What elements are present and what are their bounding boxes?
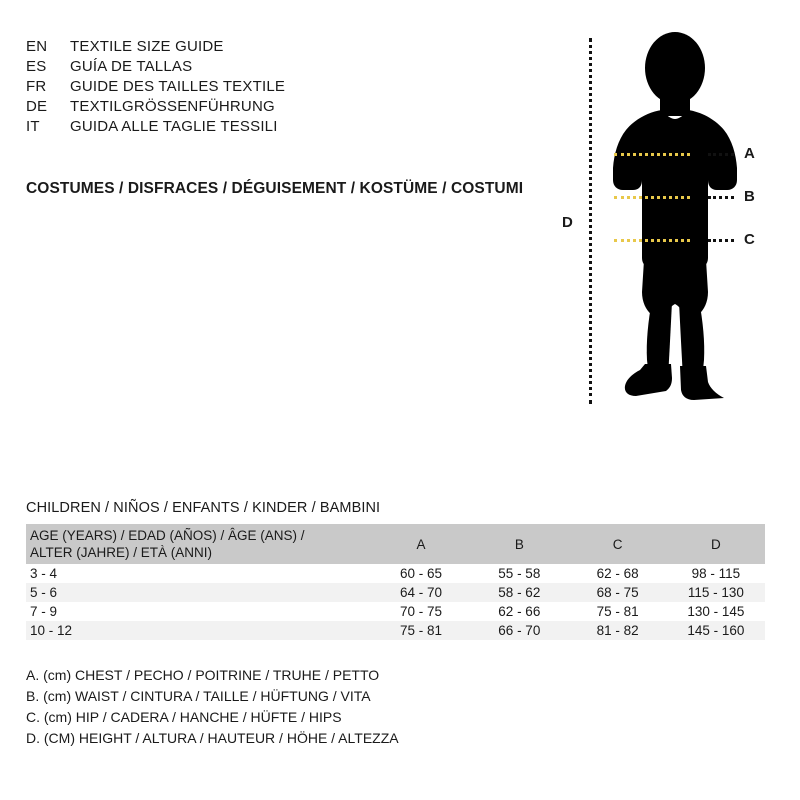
hip-measure-line bbox=[614, 239, 690, 242]
table-row: 7 - 9 70 - 75 62 - 66 75 - 81 130 - 145 bbox=[26, 602, 765, 621]
cell-age: 10 - 12 bbox=[26, 621, 372, 640]
height-dashed-line-icon bbox=[589, 38, 592, 404]
column-header-b: B bbox=[470, 524, 569, 564]
language-row-fr: FR GUIDE DES TAILLES TEXTILE bbox=[26, 78, 546, 98]
cell-c: 81 - 82 bbox=[568, 621, 667, 640]
cell-age: 5 - 6 bbox=[26, 583, 372, 602]
costumes-subtitle: COSTUMES / DISFRACES / DÉGUISEMENT / KOS… bbox=[26, 180, 524, 197]
cell-b: 62 - 66 bbox=[498, 604, 541, 619]
language-text-de: TEXTILGRÖSSENFÜHRUNG bbox=[70, 98, 275, 115]
language-text-en: TEXTILE SIZE GUIDE bbox=[70, 38, 224, 55]
column-header-c: C bbox=[568, 524, 667, 564]
column-header-a: A bbox=[371, 524, 471, 564]
cell-b: 58 - 62 bbox=[470, 583, 569, 602]
age-header-line-2: ALTER (JAHRE) / ETÀ (ANNI) bbox=[30, 545, 213, 560]
cell-d: 115 - 130 bbox=[666, 583, 765, 602]
language-title-list: EN TEXTILE SIZE GUIDE ES GUÍA DE TALLAS … bbox=[26, 38, 546, 138]
language-code-en: EN bbox=[26, 38, 48, 55]
language-text-fr: GUIDE DES TAILLES TEXTILE bbox=[70, 78, 286, 95]
waist-measure-line bbox=[614, 196, 690, 199]
children-section-heading: CHILDREN / NIÑOS / ENFANTS / KINDER / BA… bbox=[26, 500, 381, 516]
language-code-fr: FR bbox=[26, 78, 47, 95]
column-header-age: AGE (YEARS) / EDAD (AÑOS) / ÂGE (ANS) / … bbox=[26, 524, 372, 564]
language-row-de: DE TEXTILGRÖSSENFÜHRUNG bbox=[26, 98, 546, 118]
measurement-legend: A. (cm) CHEST / PECHO / POITRINE / TRUHE… bbox=[26, 665, 399, 749]
language-text-es: GUÍA DE TALLAS bbox=[70, 58, 193, 75]
waist-leader-line bbox=[708, 196, 734, 199]
legend-row-d: D. (CM) HEIGHT / ALTURA / HAUTEUR / HÖHE… bbox=[26, 730, 399, 746]
cell-d: 145 - 160 bbox=[666, 621, 765, 640]
figure-label-d: D bbox=[562, 214, 573, 231]
cell-d: 130 - 145 bbox=[687, 604, 745, 619]
cell-a: 75 - 81 bbox=[371, 621, 471, 640]
legend-row-a: A. (cm) CHEST / PECHO / POITRINE / TRUHE… bbox=[26, 667, 380, 683]
chest-leader-line bbox=[708, 153, 734, 156]
language-code-it: IT bbox=[26, 118, 40, 135]
legend-row-b: B. (cm) WAIST / CINTURA / TAILLE / HÜFTU… bbox=[26, 688, 371, 704]
cell-a: 60 - 65 bbox=[400, 566, 443, 581]
figure-label-c: C bbox=[744, 231, 755, 248]
language-code-de: DE bbox=[26, 98, 48, 115]
cell-age: 7 - 9 bbox=[30, 604, 58, 619]
language-text-it: GUIDA ALLE TAGLIE TESSILI bbox=[70, 118, 278, 135]
hip-leader-line bbox=[708, 239, 734, 242]
age-header-line-1: AGE (YEARS) / EDAD (AÑOS) / ÂGE (ANS) / bbox=[30, 528, 305, 543]
language-row-it: IT GUIDA ALLE TAGLIE TESSILI bbox=[26, 118, 546, 138]
cell-d: 98 - 115 bbox=[691, 566, 741, 581]
table-row: 5 - 6 64 - 70 58 - 62 68 - 75 115 - 130 bbox=[26, 583, 765, 602]
cell-b: 55 - 58 bbox=[498, 566, 541, 581]
legend-row-c: C. (cm) HIP / CADERA / HANCHE / HÜFTE / … bbox=[26, 709, 342, 725]
cell-b: 66 - 70 bbox=[470, 621, 569, 640]
language-row-en: EN TEXTILE SIZE GUIDE bbox=[26, 38, 546, 58]
cell-c: 68 - 75 bbox=[568, 583, 667, 602]
language-code-es: ES bbox=[26, 58, 47, 75]
table-row: 3 - 4 60 - 65 55 - 58 62 - 68 98 - 115 bbox=[26, 564, 765, 583]
cell-age: 3 - 4 bbox=[30, 566, 58, 581]
child-silhouette-icon bbox=[613, 32, 737, 400]
chest-measure-line bbox=[614, 153, 690, 156]
cell-c: 75 - 81 bbox=[596, 604, 639, 619]
measurement-figure: D A B C bbox=[548, 30, 800, 430]
figure-label-b: B bbox=[744, 188, 755, 205]
cell-c: 62 - 68 bbox=[596, 566, 639, 581]
size-table: AGE (YEARS) / EDAD (AÑOS) / ÂGE (ANS) / … bbox=[26, 524, 765, 640]
language-row-es: ES GUÍA DE TALLAS bbox=[26, 58, 546, 78]
cell-a: 64 - 70 bbox=[371, 583, 471, 602]
table-header-row: AGE (YEARS) / EDAD (AÑOS) / ÂGE (ANS) / … bbox=[26, 524, 765, 564]
table-row: 10 - 12 75 - 81 66 - 70 81 - 82 145 - 16… bbox=[26, 621, 765, 640]
column-header-d: D bbox=[666, 524, 765, 564]
cell-a: 70 - 75 bbox=[400, 604, 443, 619]
figure-label-a: A bbox=[744, 145, 755, 162]
